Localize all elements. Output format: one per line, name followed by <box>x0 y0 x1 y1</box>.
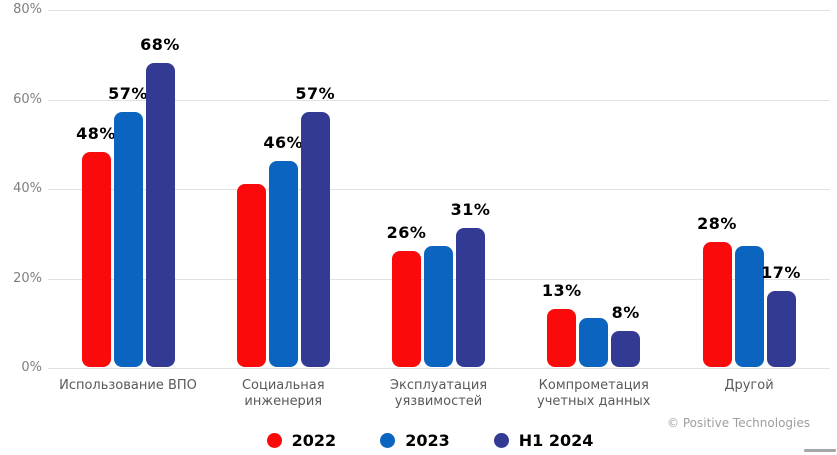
category-label: Компрометация учетных данных <box>537 378 651 409</box>
legend-dot-icon <box>266 433 282 448</box>
y-tick-label: 40% <box>13 181 42 196</box>
bar-2022 <box>547 308 577 367</box>
bar-2022 <box>392 250 421 367</box>
legend-label: H1 2024 <box>518 431 594 450</box>
y-tick-label: 20% <box>13 270 42 286</box>
bar-label: 48% <box>76 124 116 144</box>
bar-2022 <box>236 183 266 367</box>
scrollbar-thumb[interactable] <box>804 449 836 452</box>
bar-2022 <box>702 241 732 367</box>
bar-2022 <box>81 152 111 367</box>
bar-h1-2024 <box>145 62 175 367</box>
bar-label: 57% <box>295 83 336 103</box>
gridline <box>48 99 830 101</box>
bar-label: 8% <box>611 303 640 323</box>
bar-label: 31% <box>450 200 491 220</box>
y-tick-label: 80% <box>13 2 42 17</box>
y-tick-label: 0% <box>21 360 42 375</box>
legend-item-2022: 2022 <box>266 431 337 450</box>
bar-2023 <box>268 161 298 367</box>
legend-label: 2023 <box>405 431 450 450</box>
bar-h1-2024 <box>611 331 641 367</box>
bar-label: 28% <box>697 213 737 233</box>
bar-h1-2024 <box>456 228 485 367</box>
legend-item-2023: 2023 <box>380 431 450 450</box>
copyright: © Positive Technologies <box>667 416 810 430</box>
bar-2023 <box>734 246 764 367</box>
legend-dot-icon <box>493 433 509 448</box>
y-tick-label: 60% <box>13 91 42 107</box>
category-label: Другой <box>724 378 774 393</box>
legend-dot-icon <box>380 433 396 448</box>
legend-item-h1-2024: H1 2024 <box>493 431 594 450</box>
bar-2023 <box>424 246 453 367</box>
bar-label: 17% <box>761 262 801 282</box>
bar-h1-2024 <box>300 111 330 367</box>
category-label: Использование ВПО <box>59 378 197 393</box>
legend-label: 2022 <box>291 431 337 450</box>
bar-2023 <box>113 111 143 367</box>
bar-label: 68% <box>140 34 180 54</box>
bar-label: 46% <box>263 133 304 153</box>
category-label: Социальная инженерия <box>241 378 325 409</box>
bar-2023 <box>579 317 609 367</box>
bar-label: 57% <box>108 83 148 103</box>
category-label: Эксплуатация уязвимостей <box>389 378 488 409</box>
legend: 2022 2023 H1 2024 <box>0 431 837 450</box>
bar-label: 13% <box>541 280 582 300</box>
gridline <box>48 189 830 190</box>
bar-h1-2024 <box>766 290 796 367</box>
gridline <box>48 368 830 369</box>
gridline <box>48 10 830 11</box>
bar-label: 26% <box>386 222 427 242</box>
